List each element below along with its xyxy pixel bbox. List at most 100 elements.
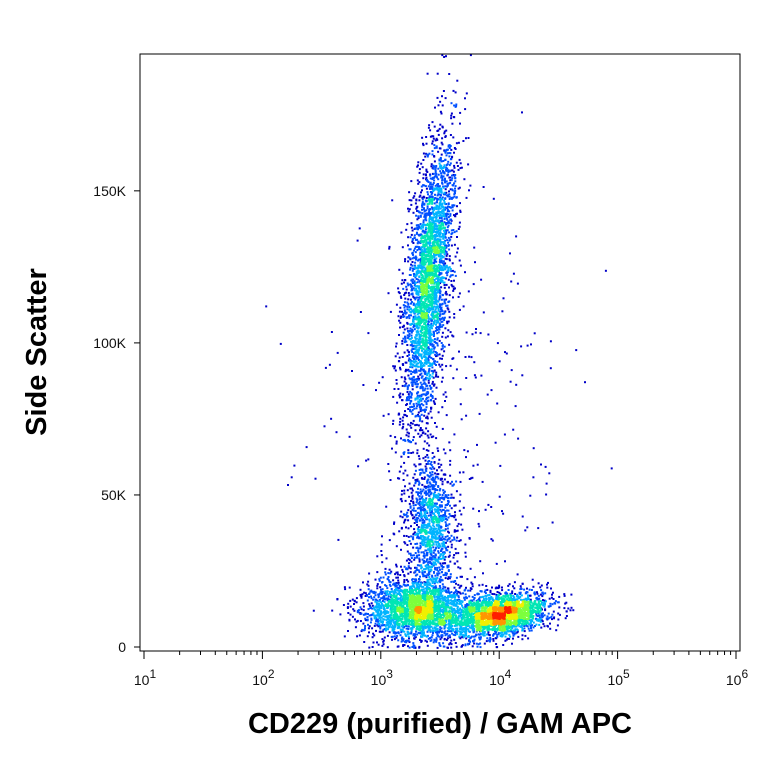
event-dot: [517, 635, 520, 638]
event-dot: [505, 638, 508, 641]
event-dot: [433, 319, 436, 322]
event-dot: [470, 356, 473, 359]
event-dot: [440, 557, 443, 560]
event-dot: [395, 576, 398, 579]
event-dot: [427, 347, 430, 350]
event-dot: [436, 447, 439, 450]
event-dot: [413, 405, 416, 408]
event-dot: [425, 385, 428, 387]
event-dot: [495, 643, 498, 645]
event-dot: [359, 593, 362, 596]
event-dot: [442, 171, 445, 174]
event-dot: [429, 335, 432, 338]
event-dot: [511, 592, 514, 595]
event-dot: [450, 206, 452, 209]
event-dot: [413, 463, 416, 466]
event-dot: [414, 316, 417, 319]
event-dot: [534, 625, 536, 627]
event-dot: [438, 498, 441, 501]
event-dot: [424, 387, 427, 390]
event-dot: [525, 591, 528, 594]
event-dot: [413, 303, 416, 306]
event-dot: [453, 193, 456, 196]
event-dot: [407, 374, 410, 377]
event-dot: [423, 507, 426, 510]
event-dot: [450, 283, 453, 286]
event-dot: [417, 210, 420, 213]
event-dot: [421, 206, 424, 209]
event-dot: [417, 315, 420, 318]
event-dot: [349, 605, 352, 608]
event-dot: [407, 509, 410, 512]
event-dot: [456, 247, 459, 250]
event-dot: [419, 638, 422, 641]
event-dot: [422, 229, 425, 232]
event-dot: [514, 405, 517, 408]
event-dot: [426, 155, 429, 158]
event-dot: [419, 337, 422, 340]
event-dot: [429, 511, 432, 514]
event-dot: [355, 620, 358, 623]
event-dot: [436, 496, 439, 499]
event-dot: [435, 527, 437, 530]
event-dot: [435, 327, 438, 329]
event-dot: [411, 328, 414, 331]
event-dot: [440, 153, 443, 156]
event-dot: [432, 351, 434, 354]
event-dot: [431, 142, 434, 145]
event-dot: [428, 197, 431, 200]
event-dot: [445, 574, 448, 577]
event-dot: [444, 151, 447, 154]
event-dot: [451, 624, 454, 627]
event-dot: [425, 187, 428, 190]
event-dot: [442, 566, 445, 568]
event-dot: [453, 581, 455, 583]
event-dot: [501, 634, 504, 637]
event-dot: [416, 536, 419, 539]
event-dot: [529, 621, 532, 624]
event-dot: [420, 368, 422, 371]
event-dot: [449, 162, 452, 165]
event-dot: [435, 558, 438, 561]
event-dot: [409, 410, 412, 413]
event-dot: [408, 540, 411, 542]
event-dot: [435, 253, 438, 256]
event-dot: [420, 383, 423, 386]
event-dot: [416, 313, 419, 316]
event-dot: [563, 594, 566, 597]
event-dot: [450, 507, 453, 510]
event-dot: [448, 630, 451, 633]
event-dot: [443, 284, 446, 286]
event-dot: [428, 573, 431, 576]
event-dot: [454, 148, 457, 150]
event-dot: [431, 221, 434, 224]
event-dot: [414, 509, 417, 512]
event-dot: [437, 524, 440, 526]
event-dot: [406, 391, 409, 393]
event-dot: [433, 484, 436, 487]
event-dot: [440, 553, 443, 556]
event-dot: [467, 589, 470, 592]
event-dot: [474, 376, 477, 379]
event-dot: [414, 429, 417, 432]
event-dot: [460, 513, 463, 516]
event-dot: [422, 223, 425, 226]
event-dot: [426, 353, 429, 356]
event-dot: [353, 609, 356, 612]
event-dot: [432, 546, 435, 549]
event-dot: [379, 625, 382, 628]
event-dot: [422, 208, 425, 211]
event-dot: [418, 265, 420, 268]
event-dot: [462, 628, 465, 631]
event-dot: [357, 611, 360, 614]
event-dot: [499, 593, 502, 595]
event-dot: [442, 185, 445, 188]
event-dot: [434, 480, 437, 483]
event-dot: [448, 190, 450, 193]
event-dot: [456, 627, 459, 630]
event-dot: [418, 361, 421, 364]
event-dot: [515, 235, 518, 238]
event-dot: [432, 435, 435, 438]
event-dot: [433, 310, 436, 313]
event-dot: [435, 386, 438, 389]
